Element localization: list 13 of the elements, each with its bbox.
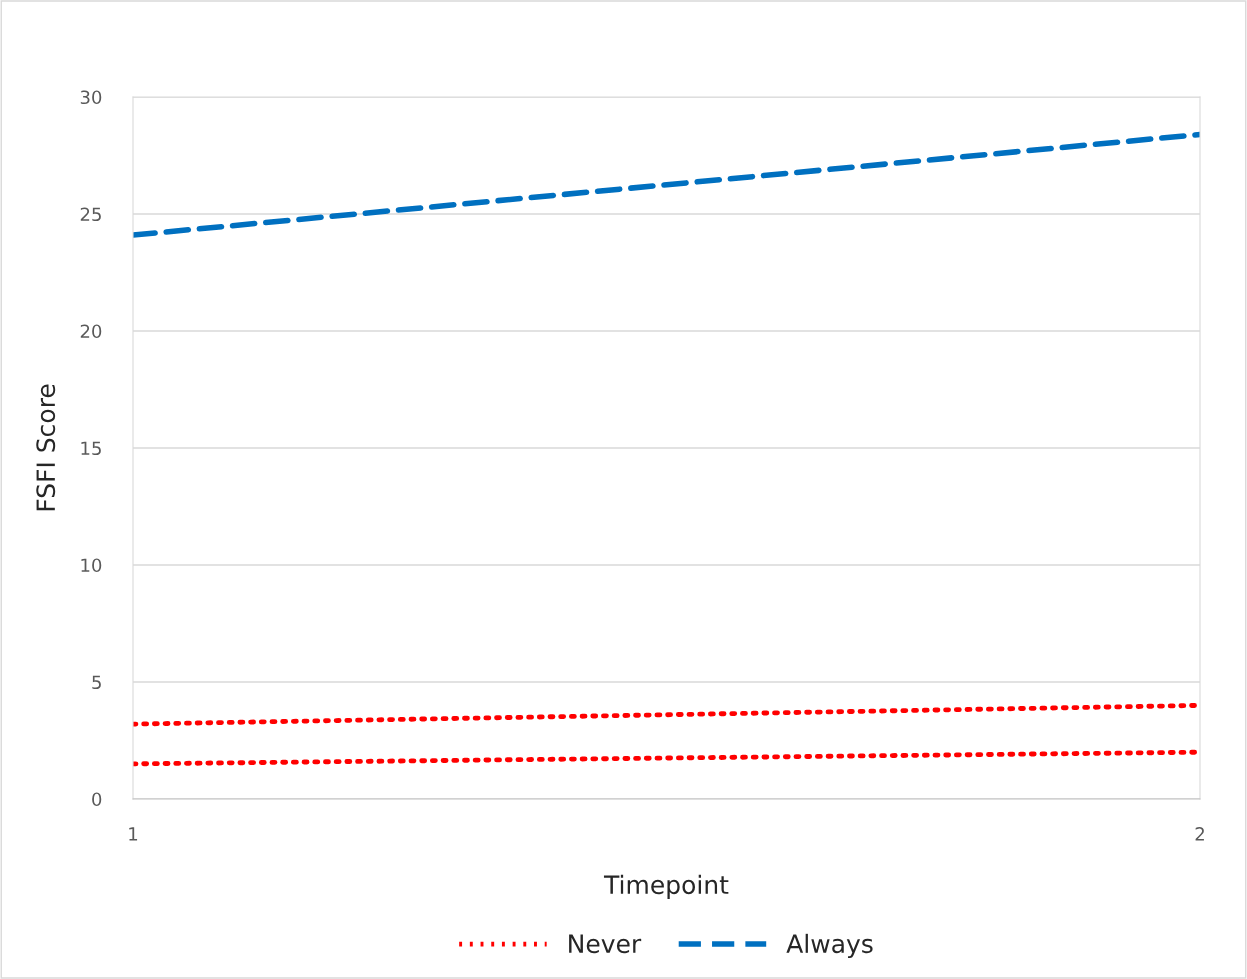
y-tick-label: 25: [80, 207, 101, 222]
legend-label: Never: [569, 934, 642, 954]
y-tick-label: 15: [81, 441, 101, 456]
legend-label: Always: [786, 933, 873, 959]
y-tick-label: 20: [80, 324, 102, 339]
x-tick-label: 1: [129, 827, 138, 841]
x-axis-title: Timepoint: [603, 874, 729, 899]
y-tick-label: 5: [92, 675, 101, 690]
y-axis-title: FSFI Score: [36, 384, 56, 511]
y-tick-label: 10: [81, 558, 102, 573]
y-tick-label: 0: [92, 792, 102, 807]
y-tick-label: 30: [80, 90, 102, 105]
x-tick-label: 2: [1195, 827, 1204, 841]
